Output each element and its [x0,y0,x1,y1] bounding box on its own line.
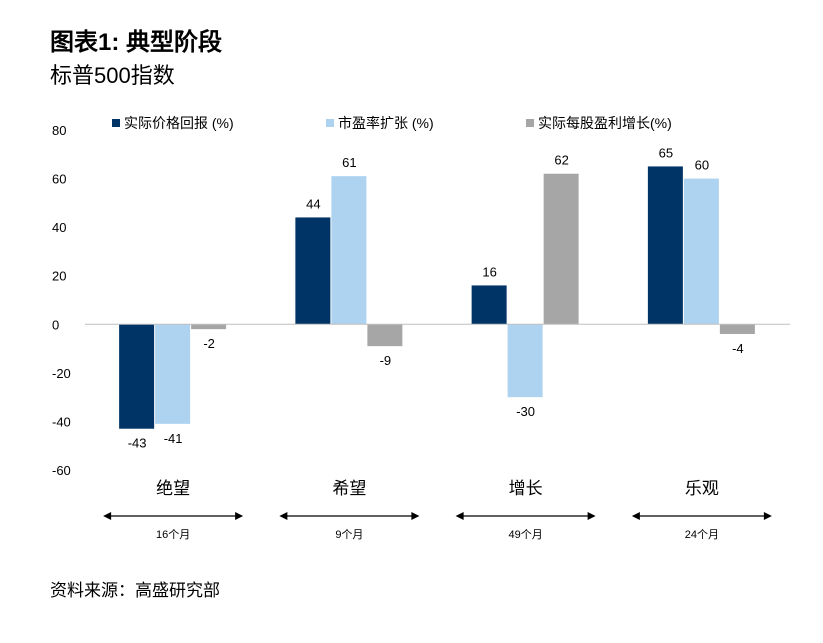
bar [719,324,755,334]
chart-subtitle: 标普500指数 [50,63,175,88]
category-label: 乐观 [685,479,719,498]
arrow-head-right [235,512,244,520]
legend-swatch [526,119,534,127]
y-tick-label: 20 [52,269,66,284]
category-labels: 绝望 希望 增长 乐观 [156,479,719,498]
bar [191,324,227,330]
category-label: 增长 [509,479,543,498]
y-tick-label: 0 [52,317,59,332]
data-label: 60 [695,158,709,173]
bar [471,285,507,325]
bar [119,324,155,429]
duration-label: 16个月 [156,528,190,541]
chart-title: 图表1: 典型阶段 [50,29,223,56]
data-label: -30 [516,404,535,419]
legend: 实际价格回报 (%) 市盈率扩张 (%) 实际每股盈利增长(%) [112,115,672,131]
bar [331,176,367,325]
y-tick-label: -20 [52,366,71,381]
data-label: 44 [306,196,320,211]
legend-swatch [112,119,120,127]
bar [155,324,191,424]
arrow-head-left [631,512,640,520]
data-label: -4 [732,341,744,356]
duration-label: 49个月 [509,528,543,541]
arrow-head-right [411,512,420,520]
bar [683,178,719,325]
arrow-head-left [455,512,464,520]
category-label: 希望 [332,479,366,498]
source-note: 资料来源：高盛研究部 [50,581,220,600]
legend-label: 实际价格回报 (%) [124,115,234,131]
data-label: -9 [380,353,392,368]
legend-swatch [326,119,334,127]
data-label: -43 [128,436,147,451]
bar [367,324,403,347]
arrow-head-left [279,512,288,520]
bar [647,166,683,325]
y-tick-label: 60 [52,172,66,187]
arrow-head-left [103,512,112,520]
y-axis: -60 -40 -20 0 20 40 60 80 [52,123,71,478]
category-label: 绝望 [156,479,190,498]
data-label: 16 [482,264,496,279]
duration-label: 9个月 [335,528,363,541]
data-labels: -43 -41 -2 44 61 -9 16 -30 62 65 60 -4 [128,145,744,450]
y-tick-label: -40 [52,414,71,429]
bar [295,217,331,325]
bars [119,166,755,429]
y-tick-label: -60 [52,463,71,478]
legend-label: 市盈率扩张 (%) [338,115,434,131]
data-label: 62 [554,153,568,168]
arrow-head-right [763,512,772,520]
bar [543,173,579,325]
data-label: -2 [203,336,215,351]
duration-label: 24个月 [685,528,719,541]
legend-label: 实际每股盈利增长(%) [538,115,672,131]
y-tick-label: 40 [52,220,66,235]
bar [507,324,543,398]
y-tick-label: 80 [52,123,66,138]
data-label: -41 [164,431,183,446]
data-label: 61 [342,155,356,170]
arrow-head-right [587,512,596,520]
duration-arrows: 16个月 9个月 49个月 24个月 [103,512,772,541]
data-label: 65 [659,145,673,160]
